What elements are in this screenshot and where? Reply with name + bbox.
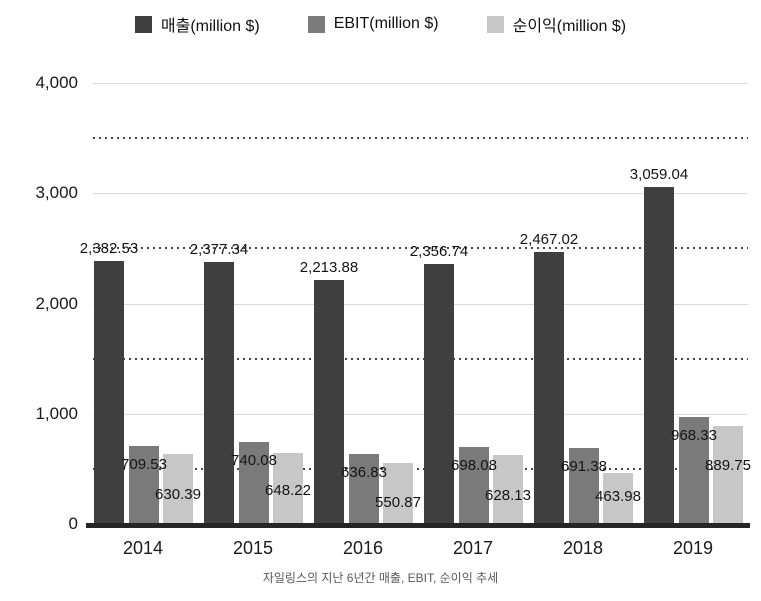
value-label-revenue: 2,467.02 — [519, 231, 579, 248]
bar-revenue-2015 — [204, 261, 234, 524]
bar-ebit-2016 — [349, 453, 379, 524]
chart-caption: 자일링스의 지난 6년간 매출, EBIT, 순이익 추세 — [262, 571, 499, 585]
bar-ebit-2015 — [239, 442, 269, 524]
value-label-revenue: 3,059.04 — [629, 165, 689, 183]
value-label-revenue: 2,213.88 — [299, 258, 359, 276]
bar-net-income-2016 — [383, 463, 413, 524]
value-label-net-income: 628.13 — [485, 487, 531, 505]
x-tick-label: 2014 — [122, 538, 164, 558]
value-label-ebit: 740.08 — [231, 452, 277, 470]
x-tick-label: 2019 — [672, 538, 714, 558]
bar-ebit-2017 — [459, 447, 489, 524]
value-label-revenue: 2,377.34 — [189, 240, 249, 258]
legend-label-ebit: EBIT(million $) — [333, 15, 439, 32]
legend-item-ebit: EBIT(million $) — [307, 15, 439, 33]
minor-gridline — [93, 247, 748, 250]
minor-gridline — [93, 137, 748, 140]
legend-label-net-income: 순이익(million $) — [512, 18, 627, 35]
value-label-revenue: 2,356.74 — [409, 243, 469, 261]
bar-revenue-2018 — [534, 252, 564, 524]
x-tick-label: 2017 — [452, 538, 494, 558]
major-gridline — [93, 303, 748, 305]
legend-item-revenue: 매출(million $) — [134, 12, 260, 36]
major-gridline — [93, 193, 748, 195]
y-tick-label: 2,000 — [35, 293, 78, 313]
legend-item-net-income: 순이익(million $) — [486, 12, 627, 36]
legend: 매출(million $) EBIT(million $) 순이익(million … — [0, 12, 761, 36]
value-label-ebit: 968.33 — [671, 427, 717, 445]
major-gridline — [93, 413, 748, 415]
bar-ebit-2019 — [679, 417, 709, 524]
value-label-ebit: 698.08 — [451, 457, 497, 475]
bar-net-income-2017 — [493, 454, 523, 524]
minor-gridline — [93, 467, 748, 470]
legend-label-revenue: 매출(million $) — [160, 18, 260, 35]
bar-revenue-2014 — [94, 261, 124, 524]
value-label-revenue: 2,382.53 — [79, 240, 139, 258]
bar-ebit-2018 — [569, 447, 599, 524]
x-tick-label: 2018 — [562, 538, 604, 558]
y-tick-label: 3,000 — [35, 183, 78, 203]
x-axis-line — [86, 523, 750, 528]
bar-revenue-2017 — [424, 264, 454, 524]
value-label-net-income: 463.98 — [595, 487, 641, 505]
x-tick-label: 2015 — [232, 538, 274, 558]
bar-net-income-2014 — [163, 454, 193, 524]
major-gridline — [93, 83, 748, 84]
legend-swatch-icon — [307, 15, 325, 33]
y-tick-label: 1,000 — [35, 403, 78, 423]
bar-net-income-2018 — [603, 472, 633, 524]
legend-swatch-icon — [486, 15, 504, 33]
minor-gridline — [93, 357, 748, 360]
value-label-net-income: 648.22 — [265, 482, 311, 500]
bar-net-income-2019 — [713, 425, 743, 524]
value-label-net-income: 630.39 — [155, 485, 201, 503]
y-tick-label: 4,000 — [35, 73, 78, 92]
x-tick-label: 2016 — [342, 538, 384, 558]
bar-net-income-2015 — [273, 452, 303, 524]
legend-swatch-icon — [134, 15, 152, 33]
bar-revenue-2016 — [314, 279, 344, 524]
bar-revenue-2019 — [644, 186, 674, 524]
value-label-ebit: 709.53 — [121, 455, 167, 473]
y-tick-label: 0 — [68, 514, 78, 533]
bar-ebit-2014 — [129, 445, 159, 524]
value-label-ebit: 636.83 — [341, 463, 387, 481]
value-label-net-income: 550.87 — [375, 493, 421, 511]
value-label-ebit: 691.38 — [561, 457, 607, 475]
value-label-net-income: 889.75 — [705, 457, 751, 475]
